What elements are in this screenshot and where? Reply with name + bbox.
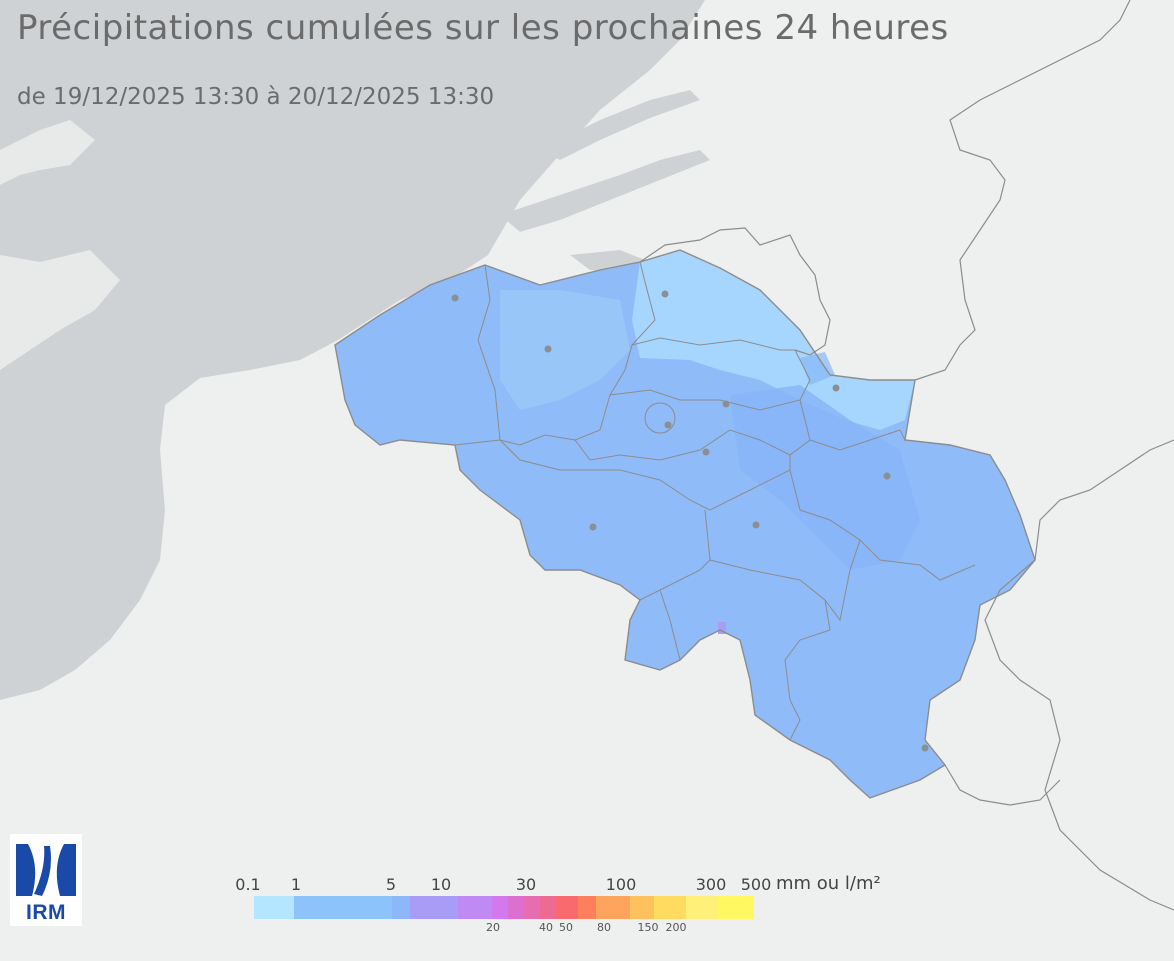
legend-color-segment — [654, 896, 686, 919]
city-dot — [722, 400, 730, 408]
legend-color-segment — [410, 896, 458, 919]
light-precip-band — [500, 290, 630, 410]
legend-label: 50 — [559, 921, 573, 934]
city-dot — [921, 744, 929, 752]
legend-color-segment — [556, 896, 578, 919]
legend-color-segment — [524, 896, 540, 919]
darker-precip-patch — [730, 385, 920, 570]
legend-label: 80 — [597, 921, 611, 934]
legend-label: 0.1 — [235, 875, 261, 894]
city-dot — [589, 523, 597, 531]
precipitation-legend: 0.1 1 5 10 30 100 300 500 20 40 50 80 150 200 mm ou … — [230, 872, 910, 942]
city-dot — [883, 472, 891, 480]
legend-color-segment — [686, 896, 718, 919]
legend-color-segment — [294, 896, 392, 919]
legend-label: 300 — [695, 875, 727, 894]
legend-color-segment — [492, 896, 508, 919]
map-title: Précipitations cumulées sur les prochain… — [17, 8, 949, 48]
estuary — [500, 150, 710, 232]
legend-color-segment — [718, 896, 754, 919]
map-subtitle: de 19/12/2025 13:30 à 20/12/2025 13:30 — [17, 84, 495, 110]
estuary — [540, 90, 700, 160]
legend-color-segment — [630, 896, 654, 919]
uk-coast — [0, 120, 95, 185]
city-dot — [832, 384, 840, 392]
legend-label: 20 — [486, 921, 500, 934]
legend-label: 40 — [539, 921, 553, 934]
legend-label: 10 — [430, 875, 452, 894]
city-dot — [702, 448, 710, 456]
irm-logo: IRM — [10, 834, 82, 926]
legend-label: 5 — [385, 875, 397, 894]
legend-color-segment — [392, 896, 410, 919]
legend-label: 100 — [605, 875, 637, 894]
legend-label: 150 — [637, 921, 659, 934]
irm-logo-text: IRM — [26, 901, 66, 924]
light-precip-band — [632, 250, 915, 430]
legend-color-segment — [540, 896, 556, 919]
legend-label: 200 — [665, 921, 687, 934]
country-borders — [639, 0, 1174, 911]
legend-label: 30 — [515, 875, 537, 894]
city-markers — [451, 290, 929, 752]
legend-label: 1 — [290, 875, 302, 894]
legend-color-segment — [508, 896, 524, 919]
legend-unit: mm ou l/m² — [776, 873, 881, 894]
north-sea — [0, 0, 705, 700]
irm-logo-mark — [16, 844, 76, 896]
legend-label: 500 — [740, 875, 772, 894]
legend-color-segment — [458, 896, 492, 919]
city-dot — [451, 294, 459, 302]
legend-color-segment — [254, 896, 294, 919]
legend-color-segment — [578, 896, 596, 919]
city-dot — [664, 421, 672, 429]
city-dot — [752, 521, 760, 529]
legend-color-bar — [254, 896, 754, 919]
legend-color-segment — [596, 896, 630, 919]
city-dot — [544, 345, 552, 353]
belgium-border — [334, 249, 1036, 799]
city-dot — [661, 290, 669, 298]
province-borders — [454, 261, 976, 741]
uk-coast — [0, 250, 120, 370]
heavy-precip-pixel — [718, 622, 726, 634]
